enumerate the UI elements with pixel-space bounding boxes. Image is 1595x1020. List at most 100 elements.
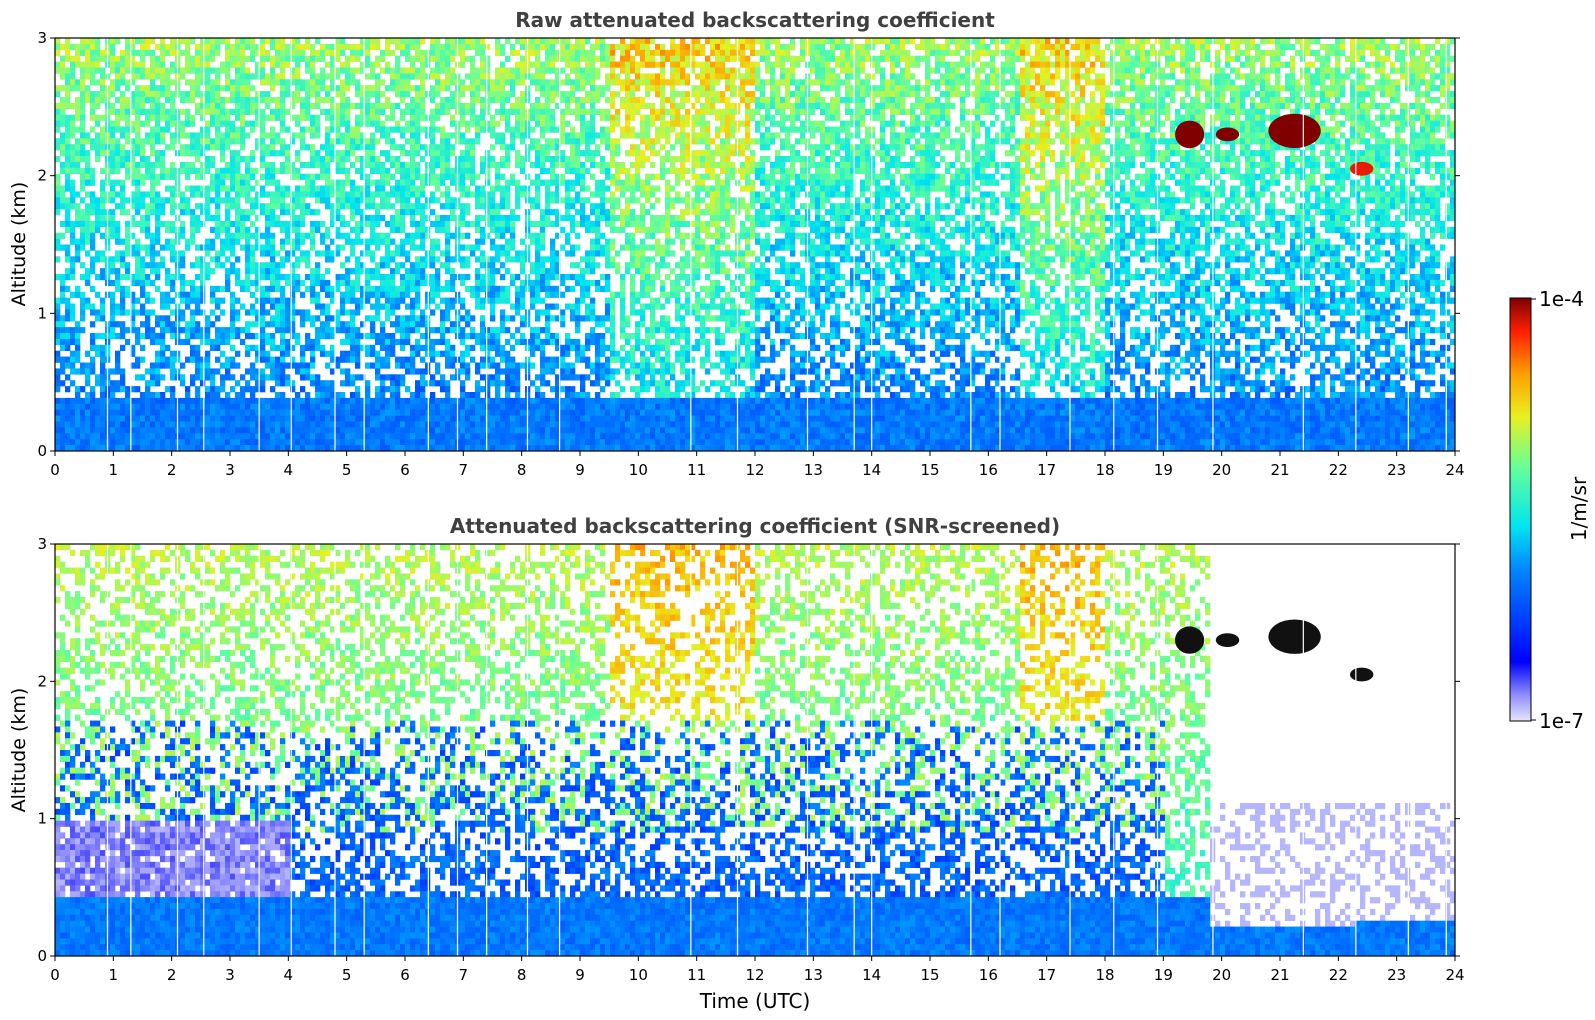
heatmap-cell — [865, 168, 870, 174]
heatmap-cell — [605, 168, 610, 174]
heatmap-cell — [655, 73, 660, 79]
heatmap-cell — [885, 162, 890, 168]
heatmap-cell — [600, 44, 605, 50]
heatmap-cell — [200, 150, 205, 156]
heatmap-cell — [1265, 162, 1270, 168]
heatmap-cell — [715, 127, 720, 133]
heatmap-cell — [1275, 109, 1280, 115]
heatmap-cell — [1010, 50, 1015, 56]
heatmap-cell — [125, 121, 130, 127]
heatmap-cell — [1080, 121, 1085, 127]
heatmap-cell — [1435, 85, 1440, 91]
heatmap-cell — [745, 68, 750, 74]
heatmap-cell — [580, 121, 585, 127]
heatmap-cell — [1115, 38, 1120, 44]
heatmap-cell — [295, 62, 300, 68]
heatmap-cell — [550, 109, 555, 115]
heatmap-cell — [400, 162, 405, 168]
heatmap-cell — [460, 174, 465, 180]
heatmap-cell — [780, 127, 785, 133]
heatmap-cell — [965, 38, 970, 44]
heatmap-cell — [305, 144, 310, 150]
heatmap-cell — [760, 38, 765, 44]
heatmap-cell — [1180, 103, 1185, 109]
heatmap-cell — [815, 44, 820, 50]
heatmap-cell — [160, 132, 165, 138]
heatmap-cell — [1370, 127, 1375, 133]
heatmap-cell — [1295, 85, 1300, 91]
heatmap-cell — [595, 132, 600, 138]
heatmap-cell — [440, 144, 445, 150]
heatmap-cell — [1135, 132, 1140, 138]
heatmap-cell — [335, 109, 340, 115]
heatmap-cell — [1040, 168, 1045, 174]
heatmap-cell — [580, 150, 585, 156]
heatmap-cell — [410, 168, 415, 174]
heatmap-cell — [560, 44, 565, 50]
heatmap-cell — [225, 138, 230, 144]
heatmap-cell — [275, 168, 280, 174]
heatmap-cell — [795, 56, 800, 62]
heatmap-cell — [155, 73, 160, 79]
heatmap-cell — [385, 68, 390, 74]
heatmap-cell — [1230, 150, 1235, 156]
heatmap-cell — [620, 68, 625, 74]
heatmap-cell — [655, 44, 660, 50]
heatmap-cell — [1025, 127, 1030, 133]
heatmap-cell — [615, 138, 620, 144]
heatmap-cell — [350, 68, 355, 74]
heatmap-cell — [420, 156, 425, 162]
heatmap-cell — [1185, 85, 1190, 91]
heatmap-cell — [565, 121, 570, 127]
heatmap-cell — [1140, 56, 1145, 62]
heatmap-cell — [70, 115, 75, 121]
heatmap-cell — [1365, 109, 1370, 115]
heatmap-cell — [835, 150, 840, 156]
heatmap-cell — [160, 44, 165, 50]
heatmap-cell — [305, 44, 310, 50]
heatmap-cell — [1265, 68, 1270, 74]
heatmap-cell — [1150, 132, 1155, 138]
heatmap-cell — [1030, 103, 1035, 109]
heatmap-cell — [1160, 109, 1165, 115]
heatmap-cell — [1435, 109, 1440, 115]
heatmap-cell — [825, 132, 830, 138]
heatmap-cell — [615, 44, 620, 50]
heatmap-cell — [955, 79, 960, 85]
heatmap-cell — [1275, 103, 1280, 109]
heatmap-cell — [365, 109, 370, 115]
heatmap-cell — [1425, 79, 1430, 85]
heatmap-cell — [1080, 50, 1085, 56]
heatmap-cell — [400, 68, 405, 74]
heatmap-cell — [915, 85, 920, 91]
heatmap-cell — [480, 73, 485, 79]
heatmap-cell — [470, 144, 475, 150]
heatmap-cell — [1060, 121, 1065, 127]
heatmap-cell — [1230, 79, 1235, 85]
heatmap-cell — [445, 50, 450, 56]
heatmap-cell — [715, 97, 720, 103]
heatmap-cell — [990, 174, 995, 180]
heatmap-cell — [245, 121, 250, 127]
heatmap-cell — [1200, 109, 1205, 115]
heatmap-cell — [1225, 50, 1230, 56]
heatmap-cell — [180, 50, 185, 56]
heatmap-cell — [870, 174, 875, 180]
heatmap-cell — [1235, 109, 1240, 115]
heatmap-cell — [1100, 79, 1105, 85]
heatmap-cell — [55, 68, 60, 74]
heatmap-cell — [155, 91, 160, 97]
heatmap-cell — [1115, 127, 1120, 133]
heatmap-cell — [205, 97, 210, 103]
heatmap-cell — [1195, 115, 1200, 121]
heatmap-cell — [860, 144, 865, 150]
heatmap-cell — [395, 127, 400, 133]
heatmap-cell — [1295, 97, 1300, 103]
heatmap-cell — [270, 168, 275, 174]
heatmap-cell — [695, 85, 700, 91]
heatmap-cell — [1030, 115, 1035, 121]
heatmap-cell — [1145, 68, 1150, 74]
heatmap-cell — [775, 62, 780, 68]
heatmap-cell — [335, 103, 340, 109]
heatmap-cell — [400, 109, 405, 115]
